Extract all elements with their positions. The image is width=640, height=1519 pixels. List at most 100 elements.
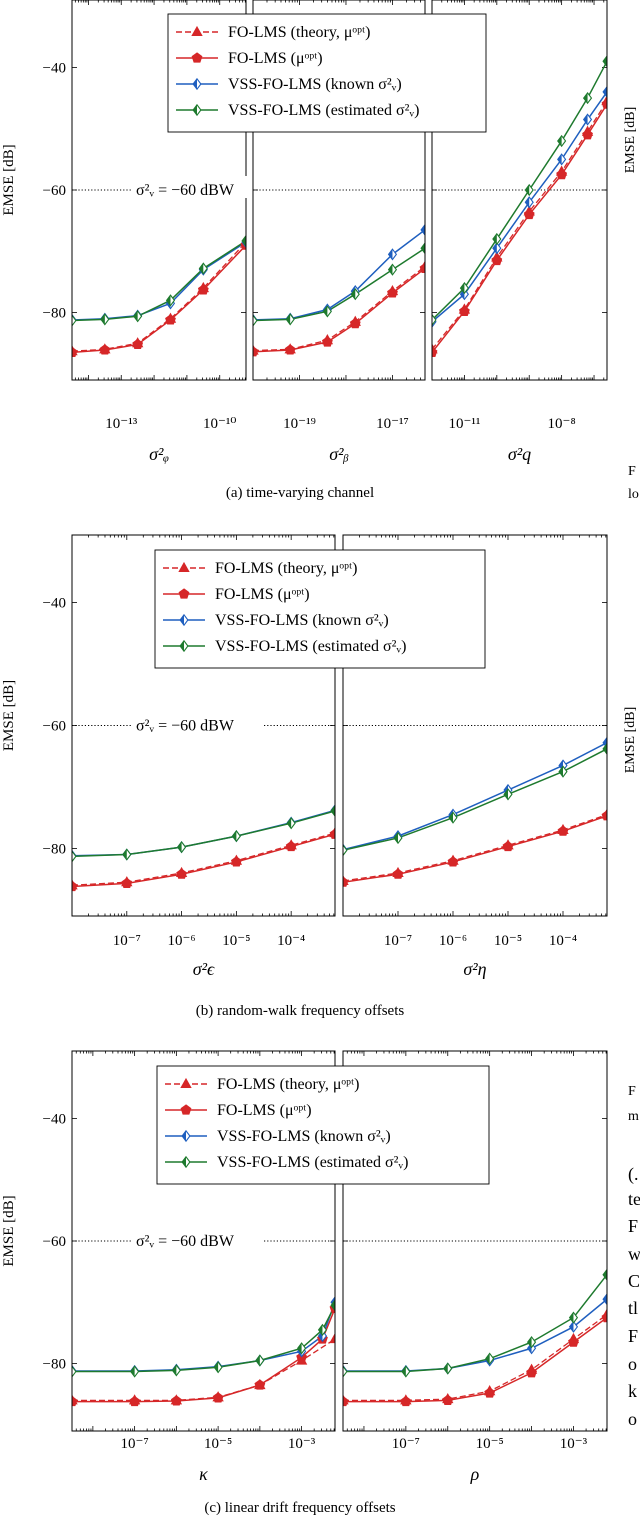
- chart-panel-1: 10⁻¹³ 10⁻¹⁰ −40 −60 −80 σ²ᵩ σ²ᵥ = −60 dBW: [43, 0, 264, 464]
- margin-text-fragment: o: [628, 1354, 637, 1374]
- margin-text-fragment: tl: [628, 1298, 638, 1318]
- x-tick-label: 10⁻⁷: [384, 933, 412, 949]
- data-point-vss_est-fill: [130, 1366, 135, 1377]
- data-point-vss_est-fill: [255, 1355, 260, 1366]
- series-line-fo_theory: [343, 813, 607, 882]
- data-point-vss_known-fill: [525, 197, 530, 208]
- legend-marker-vss_known-fill: [182, 1130, 186, 1142]
- data-point-vss_est: [343, 1365, 348, 1378]
- data-point-vss_est-fill: [286, 314, 291, 325]
- data-point-fo_lms: [523, 208, 535, 220]
- x-axis-label: σ²η: [463, 959, 486, 979]
- data-point-vss_est-fill: [199, 263, 204, 274]
- series-line-fo_theory: [343, 1314, 607, 1401]
- legend-label-fo_theory: FO-LMS (theory, μᵒᵖᵗ): [228, 24, 370, 41]
- chart-panel-5: 10⁻⁷ 10⁻⁶ 10⁻⁵ 10⁻⁴ σ²η: [339, 534, 608, 979]
- data-point-vss_known-fill: [569, 1321, 574, 1333]
- x-tick-label: 10⁻⁴: [549, 933, 577, 949]
- data-point-vss_known-fill: [339, 844, 343, 854]
- data-point-vss_est-fill: [559, 766, 563, 777]
- data-point-vss_est-fill: [603, 56, 607, 67]
- series-line-vss_known: [72, 241, 246, 321]
- data-point-fo_lms: [601, 98, 607, 109]
- y-tick-label: −40: [43, 1111, 66, 1127]
- data-point-fo_lms: [165, 314, 176, 325]
- noise-label-bg: [132, 711, 264, 734]
- data-point-vss_known-fill: [339, 1366, 343, 1376]
- data-point-fo_lms: [72, 346, 78, 358]
- data-point-vss_est-fill: [401, 1366, 406, 1377]
- y-tick-label: −60: [43, 183, 66, 199]
- plot-frame: [71, 1050, 336, 1432]
- data-point-fo_lms: [132, 338, 144, 350]
- x-tick-label: 10⁻⁵: [222, 933, 250, 949]
- data-point-vss_est-fill: [603, 1269, 607, 1280]
- data-point-fo_lms: [170, 1395, 182, 1406]
- data-point-fo_lms: [502, 840, 514, 852]
- series-layer: [339, 736, 607, 887]
- x-axis-label: ρ: [470, 1464, 480, 1484]
- noise-level-label: σ²ᵥ = −60 dBW: [136, 182, 235, 199]
- data-point-vss_known-fill: [603, 1294, 607, 1305]
- series-line-vss_est: [72, 240, 246, 322]
- chart-panel-7: 10⁻⁷ 10⁻⁵ 10⁻³ ρ: [339, 1050, 608, 1484]
- series-line-vss_known: [253, 229, 425, 321]
- data-point-fo_lms: [197, 284, 209, 295]
- y-tick-label: −60: [43, 1234, 66, 1250]
- data-point-vss_est-fill: [421, 243, 425, 254]
- noise-level-label: σ²ᵥ = −60 dBW: [136, 718, 235, 735]
- legend-label-vss_est: VSS-FO-LMS (estimated σ²ᵥ): [217, 1154, 408, 1171]
- data-point-vss_known-fill: [421, 224, 425, 236]
- series-line-vss_est: [343, 1274, 607, 1373]
- x-tick-label: 10⁻³: [560, 1436, 588, 1452]
- margin-text-fragment: F: [628, 1084, 636, 1099]
- data-point-fo_lms: [176, 868, 187, 879]
- data-point-vss_est-fill: [331, 805, 335, 817]
- series-line-vss_est: [72, 810, 335, 858]
- y-tick-label: −40: [43, 60, 66, 76]
- plot-frame: [252, 0, 426, 381]
- data-point-vss_est: [343, 844, 348, 857]
- data-point-vss_est-fill: [68, 315, 72, 325]
- data-point-vss_est: [253, 314, 258, 327]
- data-point-fo_lms: [442, 1394, 454, 1405]
- data-point-fo_lms: [491, 254, 503, 266]
- data-point-vss_est-fill: [323, 306, 328, 317]
- y-axis-label: EMSE [dB]: [1, 680, 17, 751]
- data-point-fo_lms: [284, 344, 296, 355]
- data-point-vss_est-fill: [394, 832, 398, 844]
- data-point-fo_lms: [343, 876, 349, 887]
- data-point-vss_known-fill: [428, 317, 432, 327]
- data-point-fo_lms: [321, 336, 333, 347]
- legend-marker-vss_known-fill: [180, 614, 184, 626]
- plot-frame: [431, 0, 608, 381]
- margin-text-fragment: F: [628, 1326, 638, 1346]
- x-tick-label: 10⁻¹⁹: [283, 416, 316, 432]
- legend-label-fo_lms: FO-LMS (μᵒᵖᵗ): [228, 50, 323, 67]
- data-point-vss_est-fill: [527, 1336, 532, 1348]
- x-axis-label: σ²ϵ: [193, 959, 215, 979]
- data-point-vss_est-fill: [339, 1366, 343, 1376]
- y-tick-label: −80: [43, 841, 66, 857]
- data-point-vss_est-fill: [172, 1365, 177, 1376]
- legend-label-vss_known: VSS-FO-LMS (known σ²ᵥ): [215, 612, 389, 629]
- series-line-vss_est: [253, 247, 425, 322]
- noise-label-bg: [132, 1227, 264, 1249]
- data-point-vss_est-fill: [351, 288, 356, 300]
- data-point-vss_known-fill: [388, 249, 393, 260]
- data-point-fo_lms: [349, 317, 361, 329]
- series-line-fo_lms: [72, 833, 335, 888]
- data-point-vss_est: [72, 1365, 77, 1378]
- data-point-vss_est-fill: [525, 184, 530, 196]
- data-point-fo_theory: [329, 1332, 335, 1344]
- legend-label-fo_lms: FO-LMS (μᵒᵖᵗ): [215, 586, 310, 603]
- legend-marker-vss_est-fill: [193, 104, 197, 116]
- margin-text-fragment: C: [628, 1271, 640, 1291]
- data-point-fo_lms: [387, 287, 398, 298]
- series-line-fo_theory: [432, 100, 607, 350]
- legend: FO-LMS (theory, μᵒᵖᵗ) FO-LMS (μᵒᵖᵗ) VSS-FO…: [167, 13, 487, 133]
- data-point-vss_est-fill: [485, 1353, 490, 1364]
- data-point-vss_known-fill: [68, 315, 72, 325]
- data-point-fo_lms: [419, 262, 425, 274]
